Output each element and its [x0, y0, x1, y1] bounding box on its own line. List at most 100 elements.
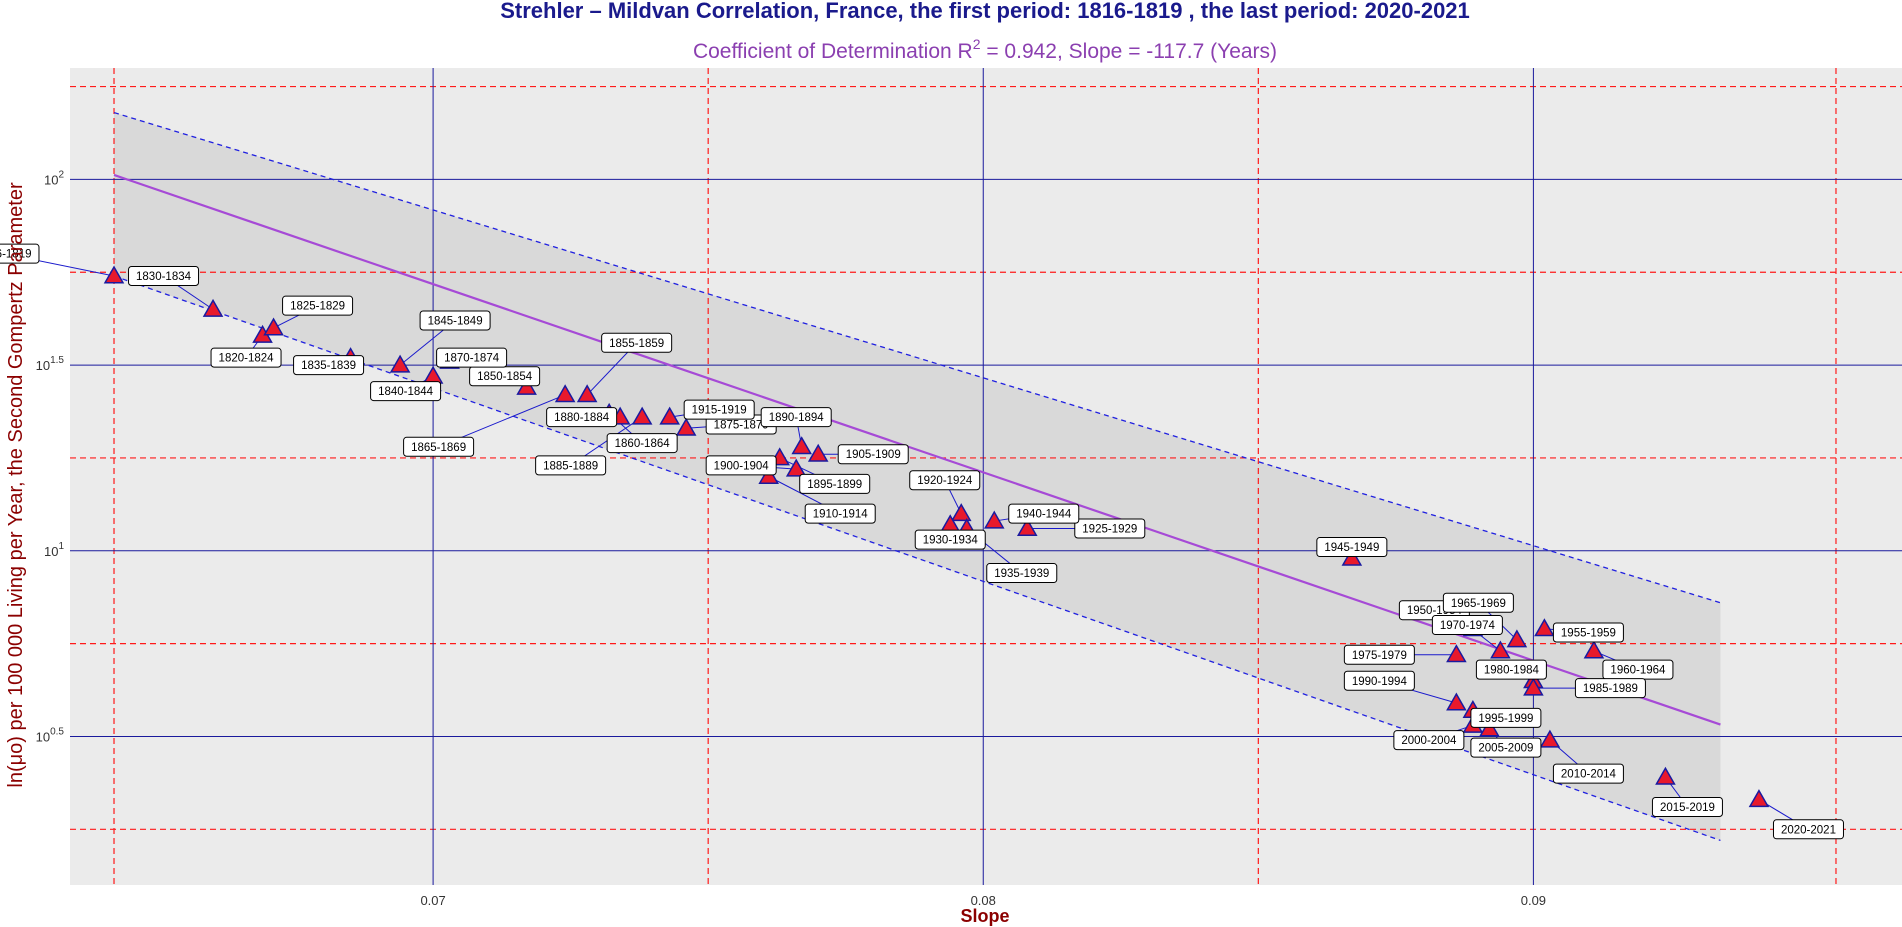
point-label-box — [403, 436, 475, 457]
point-label: 1960-1964 — [1610, 665, 1666, 677]
point-label-box — [282, 295, 354, 316]
point-label: 1835-1839 — [301, 360, 356, 372]
point-label: 1845-1849 — [428, 316, 483, 328]
point-label-box — [1470, 707, 1542, 728]
point-label: 2010-2014 — [1561, 769, 1617, 781]
point-label: 1965-1969 — [1451, 598, 1506, 610]
data-point — [1446, 692, 1467, 711]
data-point — [758, 465, 779, 484]
point-label: 1850-1854 — [477, 371, 533, 383]
point-labels: 1816-1819 1820-1824 1825-1829 1830-1834 1835… — [0, 243, 1844, 840]
x-tick-label: 0.09 — [1521, 893, 1546, 908]
point-label: 1930-1934 — [923, 535, 979, 547]
point-label: 1925-1929 — [1082, 523, 1137, 535]
subtitle-prefix: Coefficient of Determination R — [693, 40, 973, 63]
data-point — [554, 384, 576, 403]
data-point — [1523, 677, 1544, 696]
point-label-box — [1008, 503, 1080, 524]
point-label-box — [683, 399, 755, 420]
data-point — [1016, 517, 1038, 536]
point-label-box — [1475, 659, 1547, 680]
point-label: 1895-1899 — [807, 479, 862, 491]
point-label: 1885-1889 — [543, 460, 598, 472]
point-label-box — [1651, 797, 1723, 818]
point-label-box — [1552, 622, 1624, 643]
point-label: 1975-1979 — [1352, 650, 1407, 662]
data-point — [202, 298, 224, 317]
point-label: 1875-1879 — [714, 420, 769, 432]
point-label: 1870-1874 — [444, 353, 500, 365]
point-label: 1940-1944 — [1016, 509, 1072, 521]
y-tick-base: 10 — [44, 172, 58, 187]
point-label-box — [1343, 670, 1415, 691]
point-label: 2015-2019 — [1660, 802, 1715, 814]
point-label: 1880-1884 — [554, 412, 610, 424]
y-tick-label: 101 — [44, 541, 64, 559]
data-point — [516, 376, 537, 395]
point-label-box — [1393, 730, 1465, 751]
data-point — [791, 436, 812, 455]
point-label-box — [293, 355, 365, 376]
y-tick-exponent: 1.5 — [50, 355, 64, 366]
y-axis-title: ln(μo) per 100 000 Living per Year, the … — [5, 182, 27, 788]
y-tick-label: 102 — [44, 169, 64, 187]
data-point — [1446, 644, 1467, 663]
data-points — [103, 265, 1770, 808]
point-label: 1985-1989 — [1583, 683, 1638, 695]
point-label: 1820-1824 — [219, 353, 275, 365]
point-label-box — [210, 347, 282, 368]
point-label-box — [1772, 819, 1844, 840]
point-label-box — [1431, 615, 1503, 636]
point-label: 2020-2021 — [1781, 824, 1836, 836]
point-label: 1900-1904 — [714, 460, 770, 472]
point-label: 1935-1939 — [994, 568, 1049, 580]
point-label-box — [1574, 678, 1646, 699]
point-label: 1865-1869 — [411, 442, 466, 454]
point-label-box — [914, 529, 986, 550]
point-label-box — [1074, 518, 1146, 539]
data-point — [675, 417, 697, 436]
point-label-box — [1442, 592, 1514, 613]
data-point — [983, 510, 1005, 529]
point-label: 1910-1914 — [813, 509, 869, 521]
point-label-box — [986, 563, 1058, 584]
y-tick-exponent: 0.5 — [50, 726, 64, 737]
data-point — [1534, 618, 1555, 637]
point-label: 1980-1984 — [1484, 665, 1540, 677]
point-label: 1995-1999 — [1478, 713, 1533, 725]
x-axis-title: Slope — [960, 906, 1009, 926]
point-label: 1990-1994 — [1352, 676, 1408, 688]
point-label-box — [1552, 763, 1624, 784]
x-tick-label: 0.07 — [420, 893, 445, 908]
chart-title: Strehler – Mildvan Correlation, France, … — [500, 0, 1470, 23]
point-label-box — [370, 381, 442, 402]
point-label: 1830-1834 — [136, 271, 192, 283]
point-label-box — [837, 444, 909, 465]
data-point — [1583, 640, 1605, 659]
point-label: 1955-1959 — [1561, 627, 1616, 639]
grid — [70, 68, 1902, 885]
point-label-box — [546, 407, 618, 428]
y-tick-exponent: 1 — [58, 541, 64, 552]
point-label: 2005-2009 — [1478, 743, 1533, 755]
point-label-box — [601, 332, 673, 353]
point-label: 1860-1864 — [615, 438, 671, 450]
data-point — [1748, 789, 1770, 808]
data-point — [1341, 547, 1363, 566]
data-point — [576, 384, 598, 403]
subtitle-superscript: 2 — [973, 36, 981, 52]
y-tick-base: 10 — [36, 729, 50, 744]
data-point — [103, 265, 125, 284]
subtitle-suffix: = 0.942, Slope = -117.7 (Years) — [981, 40, 1278, 63]
y-tick-base: 10 — [36, 358, 50, 373]
lower-band-line — [113, 275, 1721, 842]
data-point — [631, 406, 653, 425]
point-label: 1840-1844 — [378, 386, 434, 398]
data-point — [785, 458, 807, 477]
data-point — [659, 406, 680, 425]
point-label: 1920-1924 — [917, 475, 973, 487]
data-point — [389, 354, 411, 373]
data-point — [1539, 729, 1561, 748]
data-point — [1506, 629, 1528, 648]
